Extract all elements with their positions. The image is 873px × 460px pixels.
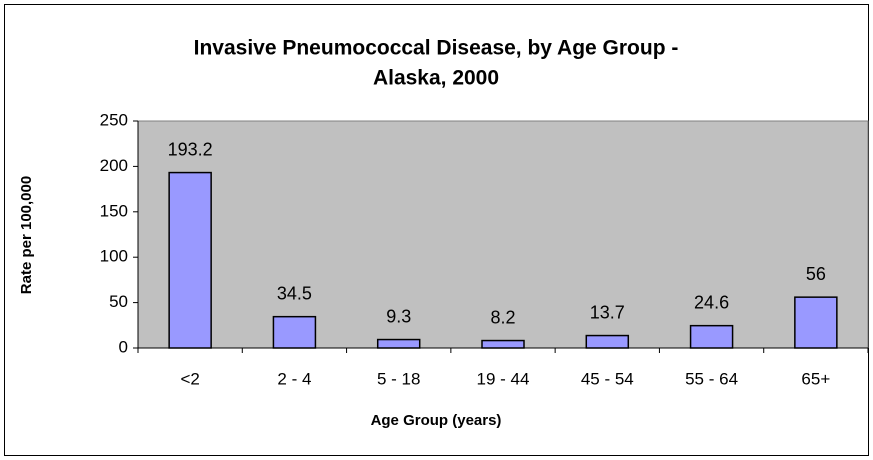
data-label: 24.6	[694, 292, 729, 312]
y-tick-label: 150	[100, 201, 128, 220]
x-tick-label: <2	[180, 369, 199, 388]
bar	[376, 338, 421, 349]
y-tick-label: 100	[100, 247, 128, 266]
data-label: 13.7	[590, 302, 625, 322]
x-axis-title: Age Group (years)	[371, 412, 502, 429]
bar	[272, 315, 317, 349]
data-label: 8.2	[490, 307, 515, 327]
bar	[689, 324, 734, 349]
y-tick-label: 50	[109, 292, 128, 311]
chart-title: Alaska, 2000	[373, 67, 499, 90]
x-tick-label: 65+	[801, 369, 830, 388]
x-tick-label: 5 - 18	[377, 369, 420, 388]
bar	[481, 339, 525, 349]
y-axis-title: Rate per 100,000	[18, 176, 35, 294]
y-tick-label: 0	[119, 337, 128, 356]
y-tick-label: 200	[100, 156, 128, 175]
data-label: 9.3	[386, 306, 411, 326]
chart-title: Invasive Pneumococcal Disease, by Age Gr…	[194, 37, 679, 60]
x-tick-label: 2 - 4	[277, 369, 311, 388]
data-label: 56	[806, 264, 826, 284]
bar	[794, 296, 838, 349]
x-tick-label: 19 - 44	[477, 369, 530, 388]
data-label: 193.2	[168, 139, 213, 159]
bar	[585, 334, 630, 349]
y-tick-label: 250	[100, 110, 128, 129]
x-tick-label: 45 - 54	[581, 369, 634, 388]
bar	[168, 171, 212, 349]
x-tick-label: 55 - 64	[685, 369, 738, 388]
plot-area	[137, 120, 869, 349]
data-label: 34.5	[277, 283, 312, 303]
